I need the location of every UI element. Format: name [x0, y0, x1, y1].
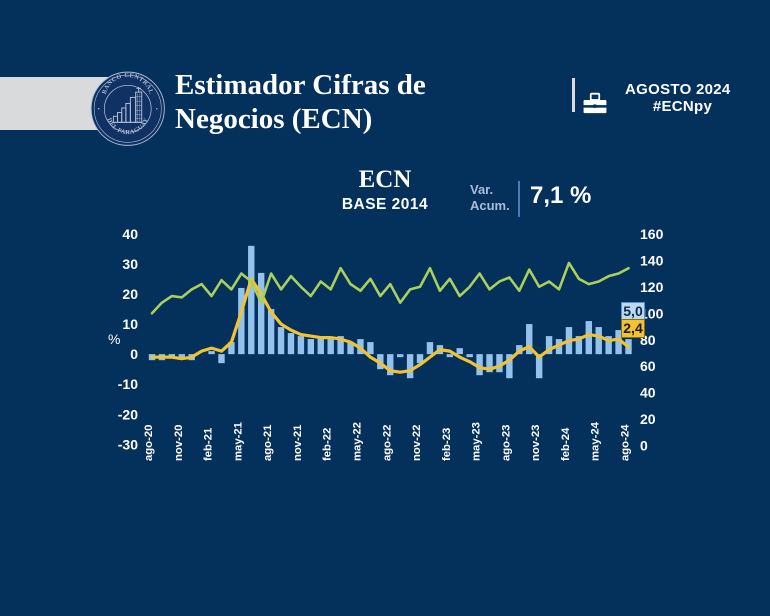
svg-text:60: 60 — [640, 358, 656, 374]
svg-text:feb-24: feb-24 — [560, 427, 572, 461]
svg-text:feb-23: feb-23 — [441, 428, 453, 461]
svg-text:may-22: may-22 — [351, 422, 363, 461]
svg-text:ago-21: ago-21 — [262, 425, 274, 461]
svg-text:ago-22: ago-22 — [381, 425, 393, 461]
svg-text:ago-24: ago-24 — [620, 424, 632, 461]
svg-text:10: 10 — [122, 316, 138, 332]
svg-text:140: 140 — [640, 252, 664, 268]
svg-text:feb-22: feb-22 — [322, 428, 334, 461]
svg-text:feb-21: feb-21 — [203, 428, 215, 461]
svg-text:may-24: may-24 — [590, 421, 602, 461]
svg-text:20: 20 — [122, 286, 138, 302]
svg-text:-30: -30 — [118, 436, 138, 452]
svg-text:%: % — [108, 331, 120, 347]
svg-text:nov-23: nov-23 — [530, 425, 542, 461]
svg-text:40: 40 — [640, 385, 656, 401]
svg-text:0: 0 — [640, 438, 648, 454]
svg-text:nov-22: nov-22 — [411, 425, 423, 461]
svg-text:ago-20: ago-20 — [143, 425, 155, 461]
svg-text:ago-23: ago-23 — [500, 425, 512, 461]
svg-text:nov-20: nov-20 — [173, 425, 185, 461]
svg-text:-20: -20 — [118, 406, 138, 422]
svg-text:nov-21: nov-21 — [292, 425, 304, 461]
svg-text:30: 30 — [122, 256, 138, 272]
svg-text:may-21: may-21 — [232, 422, 244, 461]
svg-text:0: 0 — [130, 346, 138, 362]
svg-text:20: 20 — [640, 411, 656, 427]
svg-text:160: 160 — [640, 226, 664, 242]
svg-text:may-23: may-23 — [471, 422, 483, 461]
svg-text:-10: -10 — [118, 376, 138, 392]
svg-text:40: 40 — [122, 226, 138, 242]
svg-text:120: 120 — [640, 279, 664, 295]
